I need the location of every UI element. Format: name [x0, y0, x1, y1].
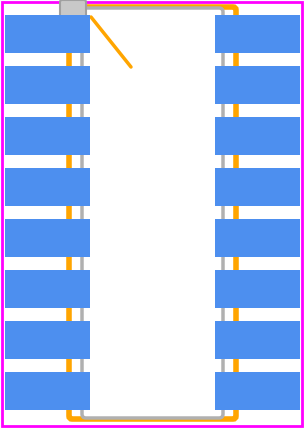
Bar [215, 372, 300, 410]
Bar [5, 168, 90, 206]
Bar [215, 321, 300, 359]
Bar [5, 66, 90, 104]
Text: 13: 13 [247, 179, 268, 194]
Bar [215, 15, 300, 53]
Text: 3: 3 [42, 128, 53, 143]
Bar [5, 321, 90, 359]
Text: 1: 1 [42, 27, 53, 42]
FancyBboxPatch shape [60, 0, 86, 20]
Text: 4: 4 [42, 179, 53, 194]
Text: 8: 8 [42, 383, 53, 398]
Text: 11: 11 [247, 282, 268, 297]
Bar [5, 117, 90, 155]
Bar [215, 219, 300, 257]
Bar [5, 270, 90, 308]
Text: 2: 2 [42, 77, 53, 92]
FancyBboxPatch shape [82, 8, 223, 418]
Bar [5, 219, 90, 257]
Bar [215, 168, 300, 206]
Text: 6: 6 [42, 282, 53, 297]
Text: 16: 16 [247, 27, 268, 42]
Text: 15: 15 [247, 77, 268, 92]
Text: 9: 9 [252, 383, 263, 398]
Text: 7: 7 [42, 333, 53, 348]
Bar [215, 66, 300, 104]
Text: 10: 10 [247, 333, 268, 348]
Bar [215, 117, 300, 155]
Text: 14: 14 [247, 128, 268, 143]
Text: 5: 5 [42, 231, 53, 246]
Bar [215, 270, 300, 308]
Text: 12: 12 [247, 231, 268, 246]
Bar [5, 372, 90, 410]
Bar [5, 15, 90, 53]
